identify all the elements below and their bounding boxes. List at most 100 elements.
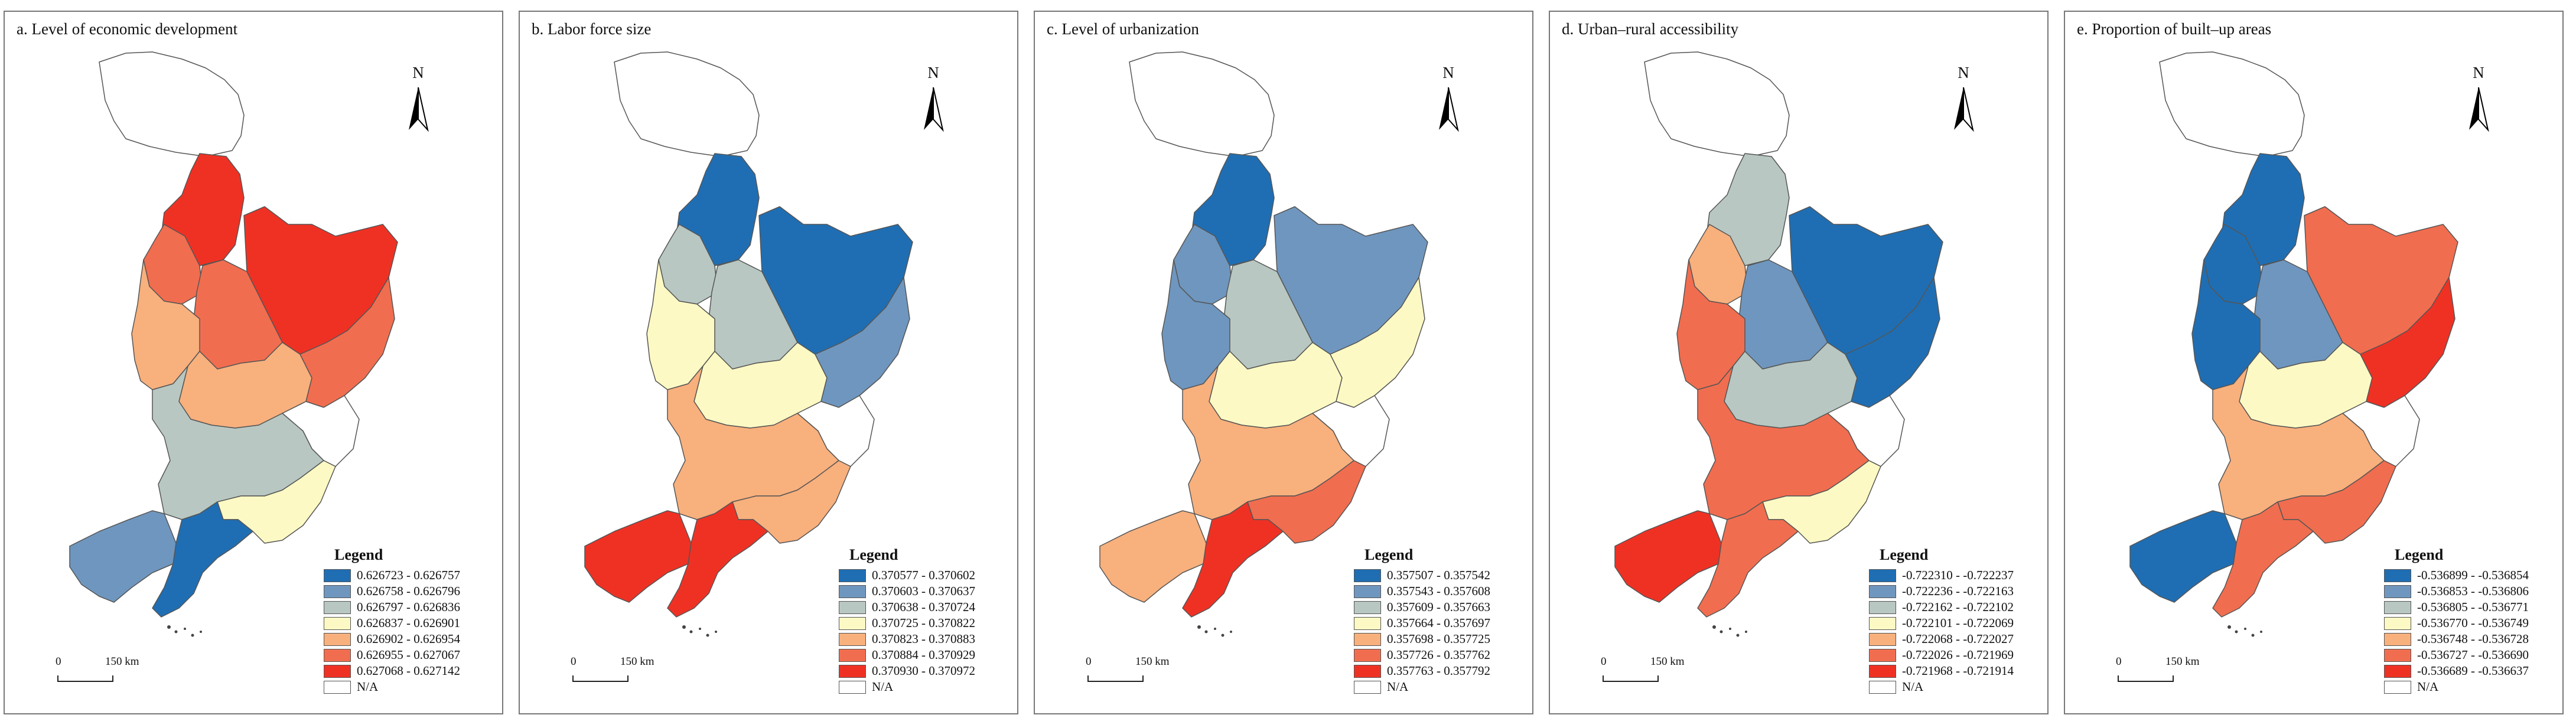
legend-label-na: N/A (1902, 680, 1924, 694)
legend-item: -0.722162 - -0.722102 (1869, 599, 2046, 615)
legend-item: -0.536805 - -0.536771 (2384, 599, 2561, 615)
region-dalian (1182, 501, 1284, 618)
legend-title: Legend (2395, 546, 2444, 563)
north-label: N (1442, 64, 1454, 81)
legend-label: -0.536689 - -0.536637 (2417, 664, 2529, 678)
legend-swatch (1354, 600, 1381, 614)
island-group (682, 625, 717, 637)
region-na (614, 51, 760, 157)
legend-item-na: N/A (324, 679, 501, 695)
scale-zero-label: 0 (1601, 655, 1607, 668)
panel-title: c. Level of urbanization (1047, 20, 1199, 38)
legend-label: 0.627068 - 0.627142 (357, 664, 460, 678)
legend-swatch (2384, 569, 2411, 582)
legend-label-na: N/A (357, 680, 379, 694)
scale-distance-label: 150 km (105, 655, 139, 668)
legend-item: -0.536689 - -0.536637 (2384, 663, 2561, 679)
region-dalian (2212, 501, 2314, 618)
legend-item: -0.722101 - -0.722069 (1869, 615, 2046, 631)
legend-label: 0.370603 - 0.370637 (872, 584, 975, 598)
legend-swatch (1869, 664, 1896, 678)
legend-swatch-na (1869, 680, 1896, 694)
choropleth-map (584, 51, 913, 637)
legend-swatch (839, 616, 866, 630)
north-arrow: N (1946, 64, 1981, 135)
legend-item: 0.370638 - 0.370724 (839, 599, 1016, 615)
legend-swatch (839, 664, 866, 678)
legend-swatch (1869, 569, 1896, 582)
legend: Legend -0.722310 - -0.722237 -0.722236 - … (1869, 546, 2046, 695)
region-far-southwest (1099, 510, 1207, 603)
legend-item: 0.357698 - 0.357725 (1354, 631, 1531, 647)
legend-item: 0.370725 - 0.370822 (839, 615, 1016, 631)
legend-label: 0.357507 - 0.357542 (1387, 568, 1490, 582)
choropleth-map (2129, 51, 2458, 637)
scale-bar: 0 150 km (52, 655, 188, 691)
legend-label: 0.626797 - 0.626836 (357, 600, 460, 614)
legend-item: 0.357726 - 0.357762 (1354, 647, 1531, 663)
legend-swatch (324, 632, 351, 646)
legend-label: 0.357609 - 0.357663 (1387, 600, 1490, 614)
legend-swatch (324, 648, 351, 662)
legend-item: 0.626797 - 0.626836 (324, 599, 501, 615)
legend-label: -0.722310 - -0.722237 (1902, 568, 2014, 582)
north-arrow-icon (1954, 87, 1974, 132)
scale-bar-line (57, 675, 113, 682)
north-arrow: N (916, 64, 951, 135)
legend-label: -0.536748 - -0.536728 (2417, 632, 2529, 646)
legend: Legend -0.536899 - -0.536854 -0.536853 - … (2384, 546, 2561, 695)
legend-label: 0.370725 - 0.370822 (872, 616, 975, 630)
legend-swatch (324, 569, 351, 582)
legend-rows: 0.370577 - 0.370602 0.370603 - 0.370637 0.… (839, 567, 1016, 695)
legend-item: 0.357664 - 0.357697 (1354, 615, 1531, 631)
scale-zero-label: 0 (56, 655, 61, 668)
legend-label: 0.370823 - 0.370883 (872, 632, 975, 646)
north-label: N (412, 64, 424, 81)
legend-label: 0.626837 - 0.626901 (357, 616, 460, 630)
legend-swatch (2384, 664, 2411, 678)
panel-title: d. Urban–rural accessibility (1562, 20, 1739, 38)
legend-item: -0.722026 - -0.721969 (1869, 647, 2046, 663)
legend-item: 0.626902 - 0.626954 (324, 631, 501, 647)
scale-bar: 0 150 km (2112, 655, 2248, 691)
scale-bar: 0 150 km (567, 655, 703, 691)
legend-item: -0.721968 - -0.721914 (1869, 663, 2046, 679)
legend-swatch-na (1354, 680, 1381, 694)
legend: Legend 0.370577 - 0.370602 0.370603 - 0.3… (839, 546, 1016, 695)
north-label: N (927, 64, 939, 81)
panel-title: a. Level of economic development (17, 20, 238, 38)
scale-zero-label: 0 (2116, 655, 2122, 668)
legend-item: -0.536748 - -0.536728 (2384, 631, 2561, 647)
legend-item: -0.536853 - -0.536806 (2384, 583, 2561, 599)
legend-title: Legend (334, 546, 383, 563)
panel-title: b. Labor force size (532, 20, 652, 38)
choropleth-map (1614, 51, 1943, 637)
scale-distance-label: 150 km (1135, 655, 1170, 668)
legend-item: -0.536727 - -0.536690 (2384, 647, 2561, 663)
legend-swatch (2384, 632, 2411, 646)
north-arrow: N (400, 64, 436, 135)
panel-title: e. Proportion of built–up areas (2077, 20, 2272, 38)
legend-label: -0.722068 - -0.722027 (1902, 632, 2014, 646)
scale-zero-label: 0 (571, 655, 577, 668)
legend-item: 0.357543 - 0.357608 (1354, 583, 1531, 599)
legend-label: -0.536727 - -0.536690 (2417, 648, 2529, 662)
north-arrow-icon (409, 87, 429, 132)
legend-title: Legend (849, 546, 898, 563)
legend-swatch (1869, 632, 1896, 646)
legend-label: 0.357763 - 0.357792 (1387, 664, 1490, 678)
scale-distance-label: 150 km (620, 655, 654, 668)
north-arrow-icon (1439, 87, 1459, 132)
legend-swatch (2384, 648, 2411, 662)
map-panel-3: c. Level of urbanization N (1034, 11, 1533, 714)
legend-swatch (839, 585, 866, 598)
legend-item: 0.626955 - 0.627067 (324, 647, 501, 663)
island-group (167, 625, 202, 637)
legend-swatch (1869, 600, 1896, 614)
scale-bar-line (2118, 675, 2174, 682)
legend-swatch (1869, 648, 1896, 662)
legend-label: -0.536805 - -0.536771 (2417, 600, 2529, 614)
legend-item: -0.536770 - -0.536749 (2384, 615, 2561, 631)
legend-swatch (839, 648, 866, 662)
legend-rows: 0.357507 - 0.357542 0.357543 - 0.357608 0.… (1354, 567, 1531, 695)
